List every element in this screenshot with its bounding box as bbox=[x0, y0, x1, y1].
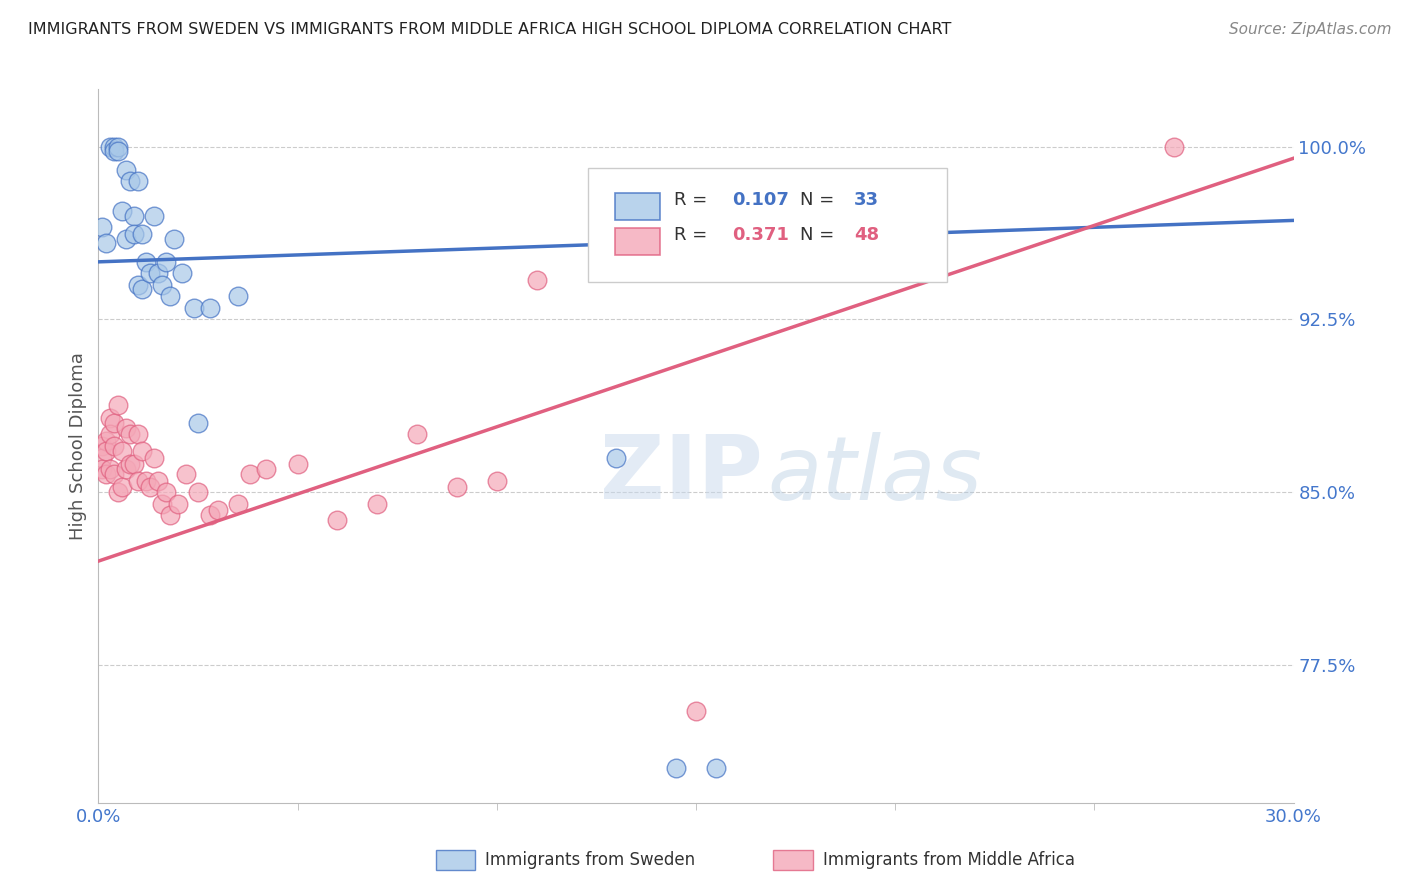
Point bbox=[159, 289, 181, 303]
Point bbox=[120, 174, 142, 188]
Point bbox=[124, 458, 146, 472]
Point bbox=[98, 140, 122, 154]
Y-axis label: High School Diploma: High School Diploma bbox=[69, 352, 87, 540]
Point bbox=[124, 227, 146, 242]
Point bbox=[207, 503, 229, 517]
Point bbox=[124, 209, 146, 223]
Text: atlas: atlas bbox=[768, 432, 983, 517]
Text: Immigrants from Middle Africa: Immigrants from Middle Africa bbox=[823, 851, 1074, 869]
Point bbox=[127, 277, 149, 292]
Text: N =: N = bbox=[800, 227, 839, 244]
Point bbox=[172, 266, 194, 280]
Point bbox=[98, 427, 122, 442]
Text: N =: N = bbox=[800, 191, 839, 209]
Point bbox=[183, 301, 205, 315]
Point bbox=[96, 443, 118, 458]
Point bbox=[665, 761, 688, 775]
Point bbox=[91, 439, 114, 453]
Point bbox=[131, 443, 153, 458]
Point bbox=[103, 145, 125, 159]
Point bbox=[239, 467, 262, 481]
Point bbox=[96, 467, 118, 481]
Point bbox=[366, 497, 388, 511]
Point bbox=[143, 450, 166, 465]
Point bbox=[96, 434, 118, 449]
Point bbox=[91, 462, 114, 476]
Text: IMMIGRANTS FROM SWEDEN VS IMMIGRANTS FROM MIDDLE AFRICA HIGH SCHOOL DIPLOMA CORR: IMMIGRANTS FROM SWEDEN VS IMMIGRANTS FRO… bbox=[28, 22, 952, 37]
Point bbox=[127, 174, 149, 188]
Point bbox=[287, 458, 309, 472]
Point bbox=[139, 480, 162, 494]
Point bbox=[174, 467, 197, 481]
Point bbox=[111, 443, 134, 458]
Point bbox=[91, 450, 114, 465]
Point bbox=[103, 140, 125, 154]
Bar bbox=[614, 193, 659, 219]
Point bbox=[226, 497, 249, 511]
Point bbox=[198, 508, 221, 522]
Point bbox=[91, 220, 114, 235]
Point bbox=[704, 761, 727, 775]
Point bbox=[167, 497, 190, 511]
Point bbox=[485, 474, 508, 488]
Point bbox=[115, 420, 138, 434]
Point bbox=[446, 480, 468, 494]
Point bbox=[1163, 140, 1185, 154]
Point bbox=[155, 485, 177, 500]
Point bbox=[107, 485, 129, 500]
Point bbox=[226, 289, 249, 303]
Point bbox=[150, 497, 173, 511]
Point bbox=[406, 427, 429, 442]
Text: 33: 33 bbox=[853, 191, 879, 209]
Point bbox=[115, 462, 138, 476]
Point bbox=[155, 255, 177, 269]
Point bbox=[111, 480, 134, 494]
Point bbox=[150, 277, 173, 292]
Point bbox=[148, 266, 170, 280]
Point bbox=[103, 416, 125, 430]
Point bbox=[111, 204, 134, 219]
Text: 0.371: 0.371 bbox=[733, 227, 789, 244]
Point bbox=[115, 162, 138, 177]
Point bbox=[107, 398, 129, 412]
Point bbox=[326, 513, 349, 527]
Text: R =: R = bbox=[675, 227, 713, 244]
Point bbox=[135, 255, 157, 269]
Text: Source: ZipAtlas.com: Source: ZipAtlas.com bbox=[1229, 22, 1392, 37]
Text: 0.107: 0.107 bbox=[733, 191, 789, 209]
Point bbox=[148, 474, 170, 488]
Point bbox=[120, 458, 142, 472]
Point bbox=[254, 462, 277, 476]
Point bbox=[159, 508, 181, 522]
Point bbox=[103, 467, 125, 481]
Point bbox=[115, 232, 138, 246]
Point bbox=[98, 411, 122, 425]
Point bbox=[139, 266, 162, 280]
Text: Immigrants from Sweden: Immigrants from Sweden bbox=[485, 851, 695, 869]
Point bbox=[605, 450, 627, 465]
Point bbox=[163, 232, 186, 246]
FancyBboxPatch shape bbox=[588, 168, 946, 282]
Point bbox=[127, 427, 149, 442]
Text: R =: R = bbox=[675, 191, 713, 209]
Bar bbox=[614, 228, 659, 255]
Point bbox=[98, 462, 122, 476]
Point bbox=[685, 704, 707, 718]
Point bbox=[135, 474, 157, 488]
Point bbox=[107, 145, 129, 159]
Text: ZIP: ZIP bbox=[600, 431, 763, 518]
Point bbox=[143, 209, 166, 223]
Point bbox=[120, 427, 142, 442]
Text: 48: 48 bbox=[853, 227, 879, 244]
Point bbox=[526, 273, 548, 287]
Point bbox=[187, 485, 209, 500]
Point bbox=[127, 474, 149, 488]
Point bbox=[198, 301, 221, 315]
Point bbox=[103, 439, 125, 453]
Point bbox=[107, 140, 129, 154]
Point bbox=[187, 416, 209, 430]
Point bbox=[131, 283, 153, 297]
Point bbox=[131, 227, 153, 242]
Point bbox=[96, 236, 118, 251]
